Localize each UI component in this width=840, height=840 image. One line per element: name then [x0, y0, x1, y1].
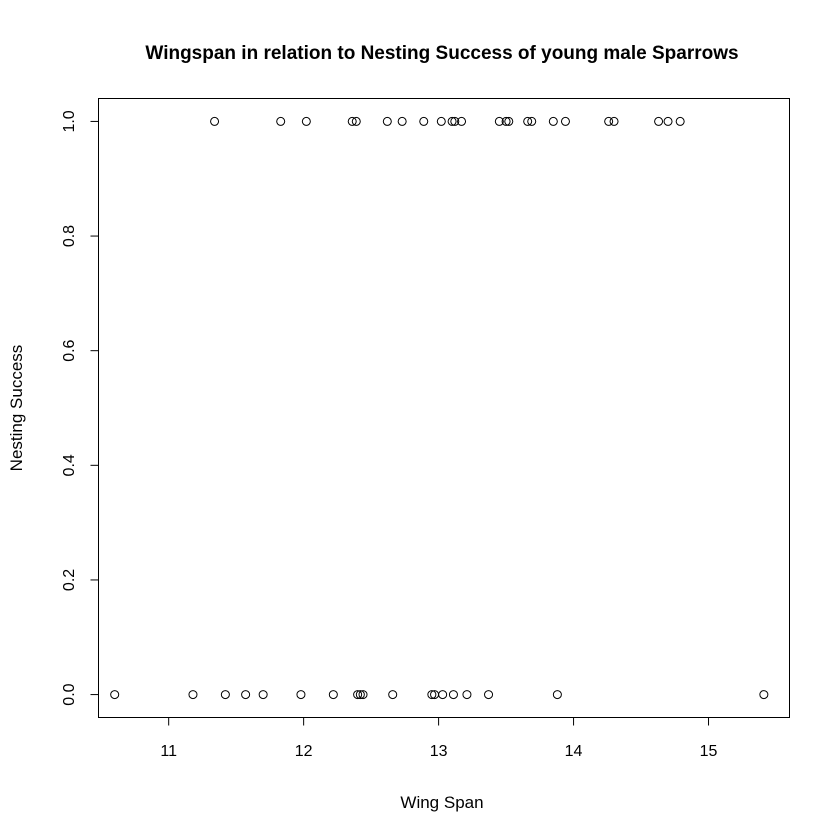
x-tick-label: 11 — [160, 743, 177, 760]
x-tick-label: 15 — [700, 743, 718, 760]
data-point — [241, 690, 251, 700]
data-point — [355, 690, 365, 700]
data-point — [663, 116, 673, 126]
data-point — [351, 116, 361, 126]
y-axis-label: Nesting Success — [7, 345, 26, 472]
x-axis-label: Wing Span — [400, 793, 483, 812]
data-point — [450, 116, 460, 126]
data-point — [427, 690, 437, 700]
data-point — [654, 116, 664, 126]
data-point — [347, 116, 357, 126]
data-point — [504, 116, 514, 126]
plot-frame — [98, 98, 790, 718]
data-point — [210, 116, 220, 126]
data-point — [759, 690, 769, 700]
data-point — [276, 116, 286, 126]
data-point — [560, 116, 570, 126]
y-tick-label: 0.4 — [61, 454, 78, 476]
y-tick-label: 1.0 — [61, 110, 78, 132]
data-point — [436, 116, 446, 126]
x-axis: 11 12 13 14 15 — [160, 717, 718, 760]
data-point — [484, 690, 494, 700]
data-point — [523, 116, 533, 126]
data-point — [358, 690, 368, 700]
data-point — [548, 116, 558, 126]
data-point — [296, 690, 306, 700]
data-points — [110, 116, 769, 700]
data-point — [328, 690, 338, 700]
y-axis: 0.0 0.2 0.4 0.6 0.8 1.0 — [61, 110, 99, 706]
data-point — [494, 116, 504, 126]
data-point — [462, 690, 472, 700]
data-point — [301, 116, 311, 126]
data-point — [609, 116, 619, 126]
y-tick-label: 0.2 — [61, 569, 78, 591]
data-point — [353, 690, 363, 700]
data-point — [220, 690, 230, 700]
y-tick-label: 0.8 — [61, 225, 78, 247]
data-point — [382, 116, 392, 126]
data-point — [447, 116, 457, 126]
data-point — [448, 690, 458, 700]
data-point — [110, 690, 120, 700]
data-point — [457, 116, 467, 126]
data-point — [419, 116, 429, 126]
chart-title: Wingspan in relation to Nesting Success … — [145, 43, 738, 64]
data-point — [258, 690, 268, 700]
data-point — [388, 690, 398, 700]
data-point — [604, 116, 614, 126]
data-point — [675, 116, 685, 126]
data-point — [188, 690, 198, 700]
x-tick-label: 14 — [565, 743, 583, 760]
x-tick-label: 12 — [295, 743, 313, 760]
data-point — [438, 690, 448, 700]
data-point — [527, 116, 537, 126]
y-tick-label: 0.0 — [61, 683, 78, 705]
y-tick-label: 0.6 — [61, 339, 78, 361]
data-point — [552, 690, 562, 700]
data-point — [397, 116, 407, 126]
x-tick-label: 13 — [430, 743, 448, 760]
data-point — [501, 116, 511, 126]
